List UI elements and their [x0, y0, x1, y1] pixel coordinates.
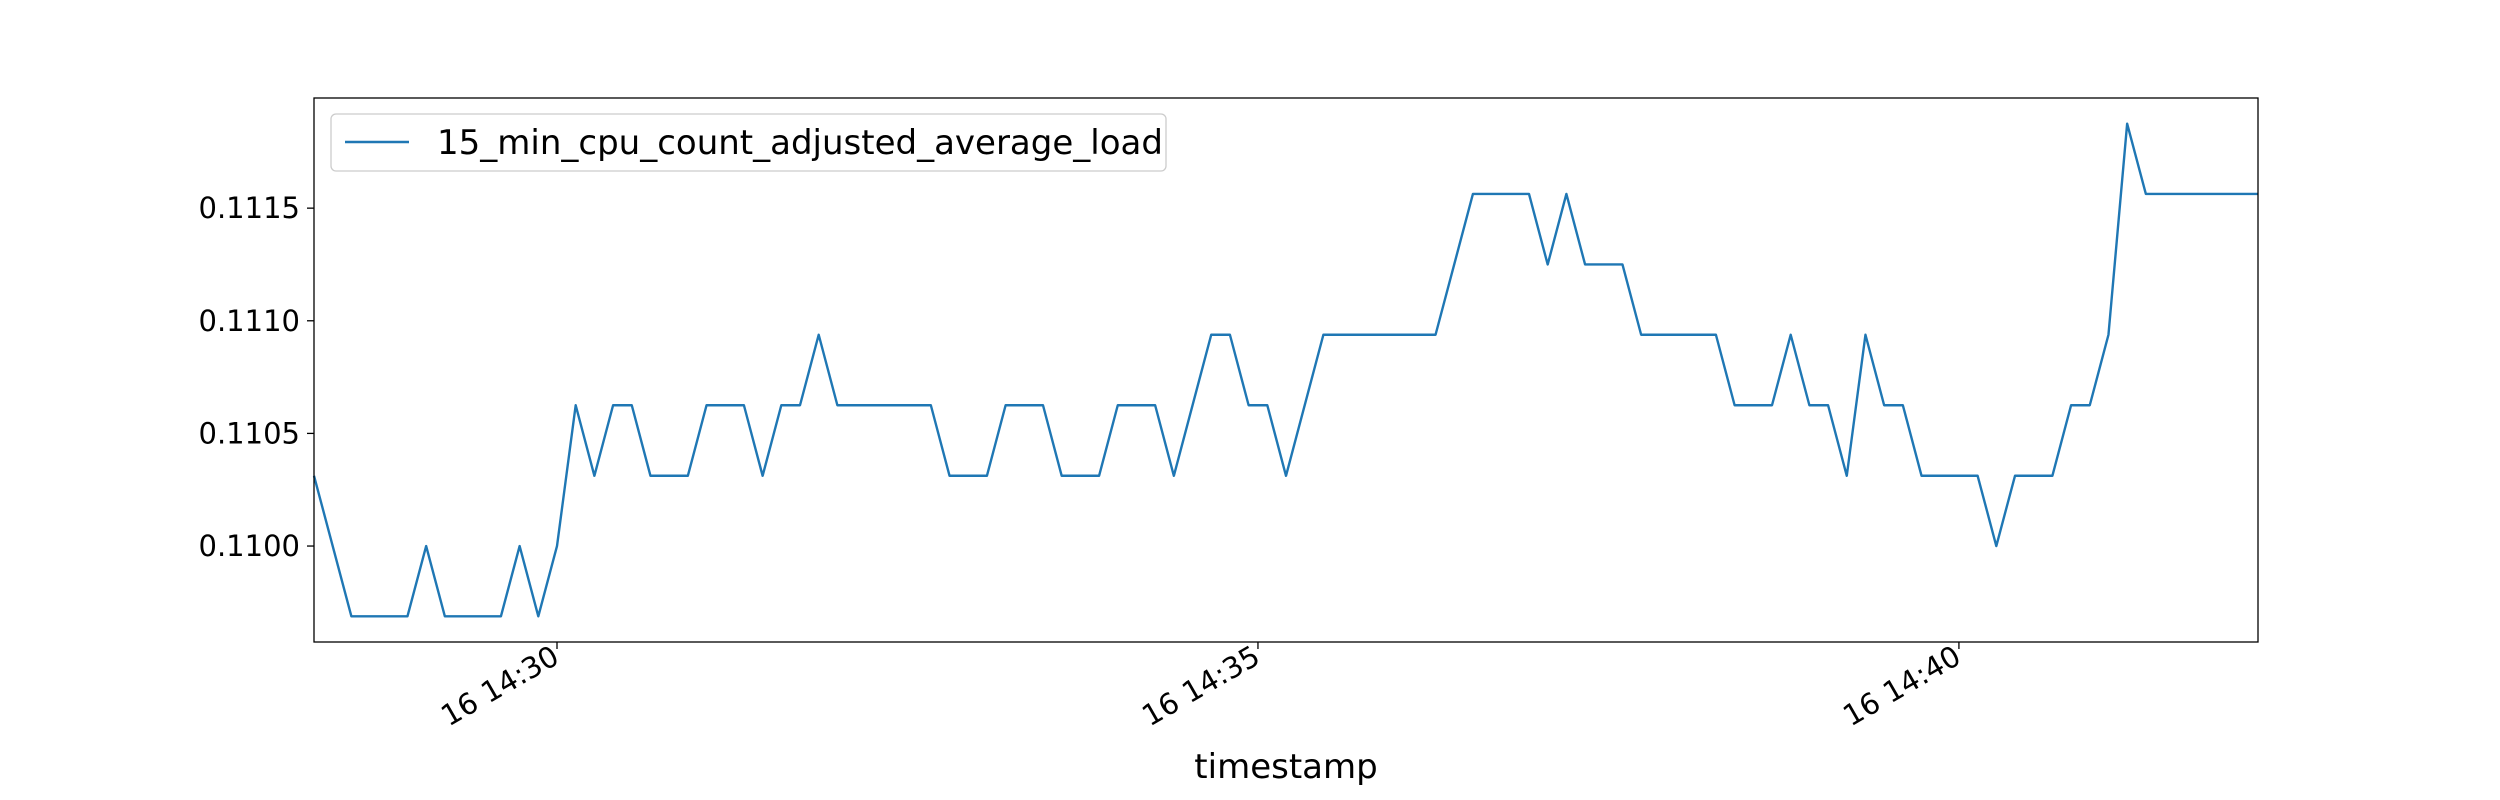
legend: 15_min_cpu_count_adjusted_average_load	[330, 113, 1167, 172]
x-tick-label: 16 14:30	[435, 639, 564, 733]
y-tick-label: 0.1110	[199, 304, 300, 338]
y-tick-label: 0.1115	[199, 191, 300, 225]
x-tick-label: 16 14:35	[1136, 639, 1265, 733]
y-tick-label: 0.1105	[199, 416, 300, 450]
data-line	[312, 122, 2258, 618]
y-tick-label: 0.1100	[199, 529, 300, 563]
legend-label: 15_min_cpu_count_adjusted_average_load	[437, 123, 1163, 163]
x-tick-label: 16 14:40	[1837, 639, 1966, 733]
x-axis-label: timestamp	[1194, 747, 1377, 787]
plot-frame	[313, 97, 2259, 643]
legend-box	[330, 113, 1167, 172]
